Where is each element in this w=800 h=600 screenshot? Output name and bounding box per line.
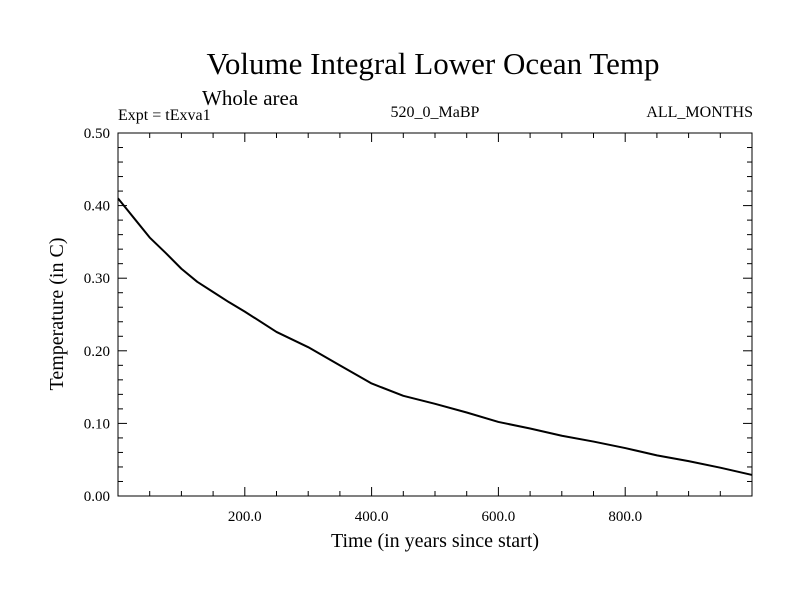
- y-tick-label: 0.30: [84, 271, 110, 287]
- x-tick-label: 800.0: [608, 509, 642, 525]
- header-right: ALL_MONTHS: [646, 104, 753, 121]
- axis-ticks: [118, 132, 752, 497]
- header-left: Expt = tExva1: [118, 107, 211, 124]
- header-center: 520_0_MaBP: [391, 104, 480, 121]
- x-tick-label: 200.0: [228, 509, 262, 525]
- y-tick-label: 0.50: [84, 126, 110, 142]
- x-tick-label: 400.0: [355, 509, 389, 525]
- plot-frame: [117, 132, 753, 497]
- axis-tick-labels: 200.0 400.0 600.0 800.0 0.00 0.10 0.20 0.30 0.40…: [84, 126, 642, 525]
- y-tick-label: 0.00: [84, 489, 110, 505]
- y-axis-label: Temperature (in C): [46, 238, 68, 391]
- chart-subtitle: Whole area: [202, 86, 299, 110]
- y-tick-label: 0.40: [84, 199, 110, 215]
- x-tick-label: 600.0: [482, 509, 516, 525]
- chart-title: Volume Integral Lower Ocean Temp: [207, 46, 660, 81]
- y-tick-label: 0.10: [84, 416, 110, 432]
- y-tick-label: 0.20: [84, 344, 110, 360]
- data-series: [117, 197, 753, 476]
- x-axis-label: Time (in years since start): [331, 530, 539, 552]
- series-line: [117, 197, 753, 476]
